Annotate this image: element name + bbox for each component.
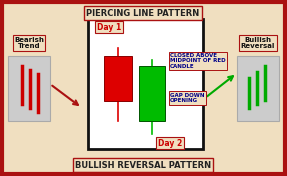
Bar (104, 56, 132, 101)
Text: GAP DOWN
OPENING: GAP DOWN OPENING (170, 93, 205, 103)
Text: Bullish
Reversal: Bullish Reversal (241, 36, 275, 49)
Text: PIERCING LINE PATTERN: PIERCING LINE PATTERN (86, 8, 200, 17)
Bar (237, 56, 279, 121)
Bar (88, 19, 203, 149)
Bar (139, 66, 165, 121)
Text: Bearish
Trend: Bearish Trend (14, 36, 44, 49)
Text: CLOSED ABOVE
MIDPOINT OF RED
CANDLE: CLOSED ABOVE MIDPOINT OF RED CANDLE (170, 53, 226, 69)
Text: BULLISH REVERSAL PATTERN: BULLISH REVERSAL PATTERN (75, 161, 211, 169)
Text: Day 1: Day 1 (97, 23, 121, 32)
Bar (8, 56, 50, 121)
Text: Day 2: Day 2 (158, 139, 182, 147)
